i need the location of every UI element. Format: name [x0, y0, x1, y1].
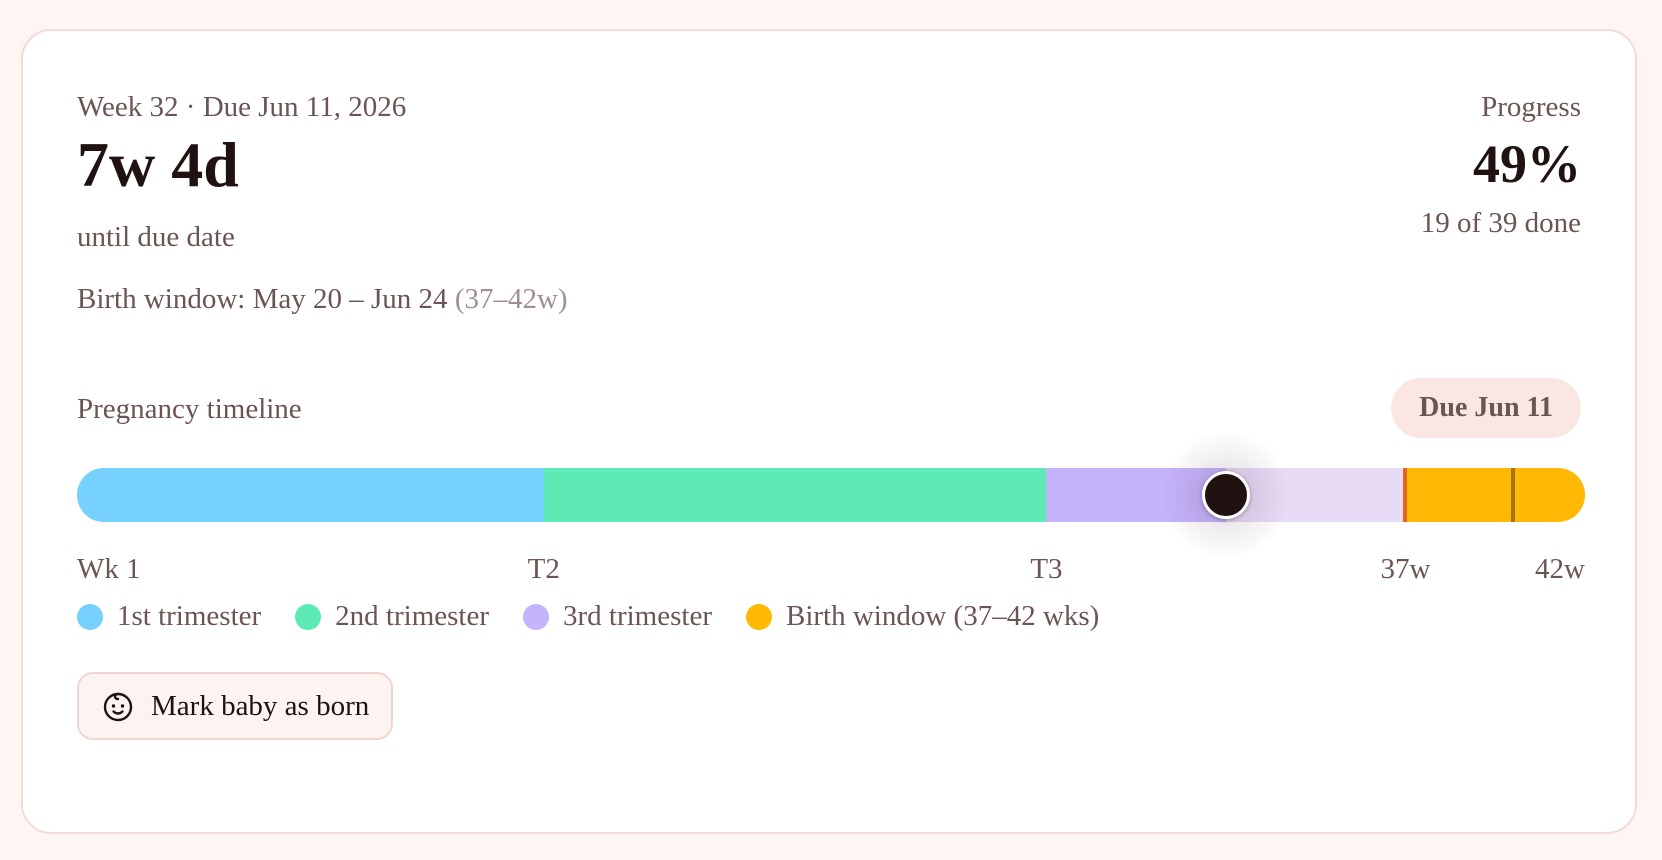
tick-wk1: Wk 1	[77, 553, 141, 585]
legend-item-birth-window: Birth window (37–42 wks)	[745, 600, 1100, 633]
progress-label: Progress	[1481, 91, 1581, 123]
pregnancy-card: Week 32 · Due Jun 11, 2026 7w 4d until d…	[21, 29, 1637, 834]
segment-2nd-trimester	[543, 468, 1047, 522]
legend-item-3rd-trimester: 3rd trimester	[523, 600, 712, 633]
mark-baby-born-button[interactable]: Mark baby as born	[77, 672, 394, 740]
segment-3rd-trimester-remaining	[1225, 468, 1406, 522]
legend-dot-icon	[745, 603, 772, 630]
legend-item-1st-trimester: 1st trimester	[77, 600, 261, 633]
countdown-caption: until due date	[77, 221, 235, 253]
countdown-value: 7w 4d	[77, 129, 239, 200]
tick-t3: T3	[1030, 553, 1063, 585]
birth-window-weeks: (37–42w)	[454, 283, 568, 315]
birth-window-label: Birth window: May 20 – Jun 24	[77, 283, 448, 315]
segment-birth-window	[1405, 468, 1585, 522]
mark-baby-born-label: Mark baby as born	[151, 689, 370, 722]
segment-3rd-trimester-elapsed	[1046, 468, 1226, 522]
timeline-legend: 1st trimester 2nd trimester 3rd trimeste…	[77, 600, 1099, 633]
legend-label: Birth window (37–42 wks)	[785, 600, 1100, 632]
tick-42w: 42w	[1535, 553, 1585, 585]
timeline-title: Pregnancy timeline	[77, 393, 302, 425]
legend-label: 1st trimester	[117, 600, 262, 632]
due-date-pill: Due Jun 11	[1391, 378, 1581, 438]
birth-window-text: Birth window: May 20 – Jun 24 (37–42w)	[77, 283, 568, 316]
progress-done-count: 19 of 39 done	[1420, 207, 1581, 239]
legend-dot-icon	[295, 603, 322, 630]
legend-item-2nd-trimester: 2nd trimester	[295, 600, 489, 633]
baby-face-icon	[101, 689, 135, 723]
legend-dot-icon	[523, 603, 549, 630]
marker-due-date	[1511, 468, 1516, 522]
legend-label: 2nd trimester	[335, 600, 489, 632]
progress-percent: 49%	[1473, 134, 1581, 194]
week-due-eyebrow: Week 32 · Due Jun 11, 2026	[77, 91, 407, 123]
timeline-track	[77, 468, 1585, 522]
tick-t2: T2	[527, 553, 560, 585]
legend-label: 3rd trimester	[563, 600, 712, 632]
current-week-indicator[interactable]	[1201, 471, 1250, 519]
segment-1st-trimester	[77, 468, 544, 522]
marker-37-weeks	[1403, 468, 1408, 522]
tick-37w: 37w	[1380, 553, 1431, 585]
legend-dot-icon	[77, 603, 103, 630]
